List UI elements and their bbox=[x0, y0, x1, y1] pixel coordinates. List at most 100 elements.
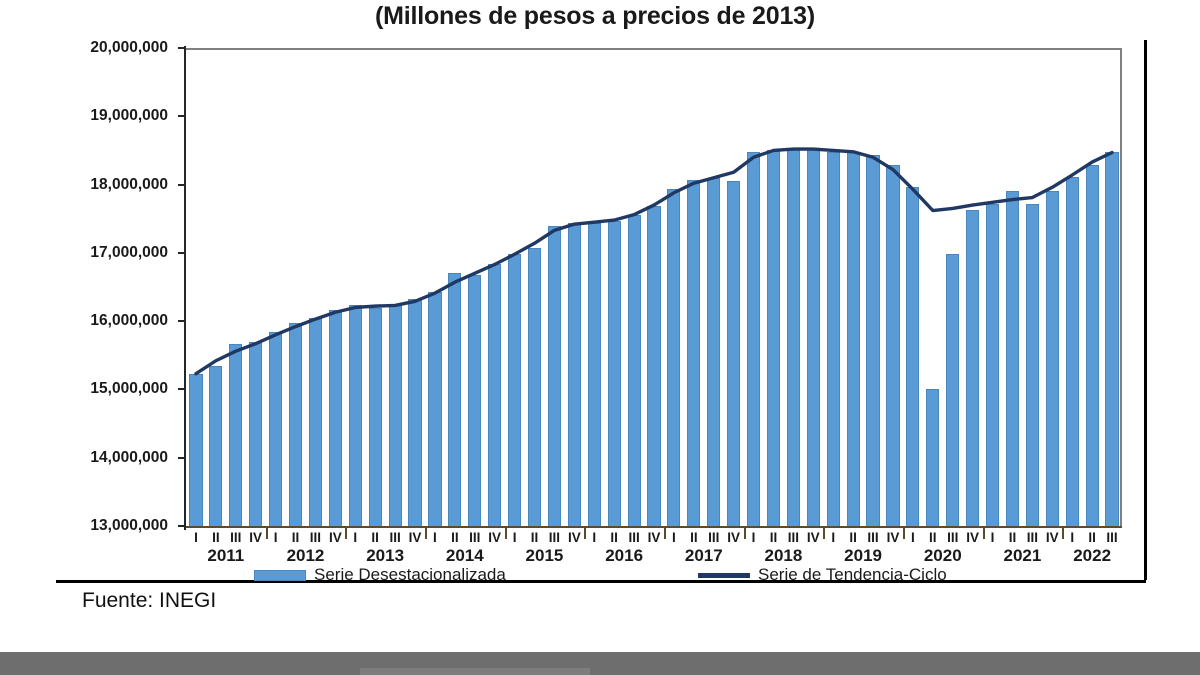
x-axis-quarter-label: I bbox=[194, 530, 198, 545]
y-axis-tick-label: 14,000,000 bbox=[90, 448, 168, 466]
x-axis-quarter-label: II bbox=[769, 530, 778, 545]
x-axis-quarter-label: I bbox=[512, 530, 517, 545]
bar-2021-ii bbox=[1005, 190, 1020, 526]
x-axis-year-separator bbox=[823, 528, 826, 539]
bar-2016-iv bbox=[647, 206, 661, 526]
legend-line-label: Serie de Tendencia-Ciclo bbox=[758, 565, 947, 584]
y-axis-tick-mark bbox=[178, 183, 186, 186]
bar-2017-ii bbox=[687, 180, 701, 526]
plot-right-border bbox=[1120, 48, 1122, 526]
x-axis-quarter-label: II bbox=[371, 530, 379, 545]
x-axis-quarter-label: II bbox=[451, 530, 459, 545]
x-axis-quarter-label: II bbox=[530, 530, 539, 545]
x-axis-year-separator bbox=[902, 528, 905, 539]
source-note: Fuente: INEGI bbox=[82, 589, 217, 612]
x-axis-quarter-label: III bbox=[708, 530, 720, 545]
x-axis-quarter-label: I bbox=[353, 530, 358, 545]
x-axis-quarter-label: III bbox=[548, 530, 561, 545]
y-axis-tick-mark bbox=[178, 47, 186, 49]
y-axis-tick-mark bbox=[178, 320, 186, 323]
bar-2017-iii bbox=[707, 177, 721, 526]
x-axis-quarter-label: IV bbox=[567, 530, 581, 545]
x-axis-year-separator bbox=[504, 528, 507, 539]
bar-2018-i bbox=[747, 152, 761, 526]
x-axis-quarter-label: III bbox=[469, 530, 481, 545]
x-axis-year-label-2022: 2022 bbox=[1073, 546, 1112, 565]
bar-2018-iii bbox=[786, 148, 800, 526]
bar-2013-iv bbox=[408, 298, 422, 526]
x-axis-year-label-2019: 2019 bbox=[844, 546, 883, 565]
bar-2020-i bbox=[906, 187, 920, 526]
y-axis-tick-mark bbox=[178, 115, 186, 118]
bar-2022-i bbox=[1065, 177, 1079, 526]
bottom-band-highlight bbox=[360, 668, 590, 675]
x-axis-year-label-2021: 2021 bbox=[1003, 546, 1042, 565]
x-axis-quarter-label: III bbox=[1106, 530, 1118, 545]
x-axis-quarter-label: II bbox=[929, 530, 937, 545]
x-axis-year-label-2016: 2016 bbox=[605, 546, 644, 565]
bar-2019-i bbox=[826, 152, 840, 526]
x-axis-quarter-label: III bbox=[389, 530, 401, 545]
x-axis-quarter-label: IV bbox=[408, 530, 422, 545]
bar-2016-iii bbox=[627, 214, 641, 526]
bar-2011-iii bbox=[229, 343, 243, 526]
y-axis-tick-label: 18,000,000 bbox=[90, 175, 168, 193]
x-axis-year-label-2017: 2017 bbox=[684, 546, 723, 565]
x-axis-quarter-label: I bbox=[273, 530, 278, 545]
outer-frame-bottom-rule bbox=[56, 580, 1146, 583]
x-axis-quarter-label: I bbox=[433, 530, 437, 545]
x-axis-quarter-label: IV bbox=[727, 530, 741, 545]
bar-2015-iv bbox=[567, 222, 581, 526]
y-axis-tick-label: 16,000,000 bbox=[90, 312, 168, 330]
x-axis-quarter-label: I bbox=[1070, 530, 1075, 545]
page-title: (Millones de pesos a precios de 2013) bbox=[375, 2, 815, 30]
legend-line-swatch-icon bbox=[698, 572, 750, 578]
legend-item-serie-desestacionalizada: Serie Desestacionalizada bbox=[254, 565, 506, 585]
bar-series-layer bbox=[186, 48, 1122, 526]
bar-2013-iii bbox=[388, 304, 402, 526]
x-axis-year-label-2012: 2012 bbox=[286, 546, 325, 565]
bar-2012-iii bbox=[308, 317, 322, 526]
x-axis-quarter-label: IV bbox=[966, 530, 980, 545]
x-axis-quarter-label: II bbox=[212, 530, 220, 545]
y-axis-tick-label: 20,000,000 bbox=[90, 39, 168, 56]
x-axis-year-label-2015: 2015 bbox=[525, 546, 564, 565]
y-axis-tick-label: 19,000,000 bbox=[90, 107, 168, 125]
x-axis-year-separator bbox=[663, 528, 666, 539]
x-axis-year-label-2018: 2018 bbox=[764, 546, 803, 565]
y-axis-tick-label: 17,000,000 bbox=[90, 243, 168, 261]
bar-2018-iv bbox=[806, 149, 820, 526]
x-axis-quarter-label: III bbox=[787, 530, 800, 545]
x-axis-year-label-2014: 2014 bbox=[445, 546, 484, 565]
x-axis-quarter-label: III bbox=[867, 530, 879, 545]
legend-bar-label: Serie Desestacionalizada bbox=[314, 565, 506, 584]
x-axis-quarter-label: IV bbox=[886, 530, 900, 545]
bar-2019-ii bbox=[846, 152, 860, 526]
chart-legend: Serie Desestacionalizada Serie de Tenden… bbox=[186, 565, 1122, 587]
bar-2021-i bbox=[985, 203, 1000, 526]
y-axis-tick-mark bbox=[178, 456, 186, 459]
outer-frame-right-border bbox=[1144, 40, 1147, 580]
bar-2014-iii bbox=[468, 275, 482, 526]
x-axis-year-separator bbox=[345, 528, 348, 539]
y-axis-tick-label: 15,000,000 bbox=[90, 380, 168, 398]
x-axis-quarter-label: I bbox=[911, 530, 915, 545]
bar-2011-i bbox=[189, 374, 203, 526]
x-axis-quarter-label: IV bbox=[488, 530, 502, 545]
y-axis-tick-label: 13,000,000 bbox=[90, 517, 168, 534]
y-axis-tick-mark bbox=[178, 388, 186, 391]
x-axis-quarter-label: III bbox=[230, 530, 242, 545]
x-axis-line bbox=[186, 526, 1122, 528]
x-axis-quarter-label: IV bbox=[1045, 530, 1059, 545]
bar-2020-iii bbox=[946, 254, 960, 526]
bar-2020-ii bbox=[926, 389, 940, 526]
x-axis-quarter-label: I bbox=[592, 530, 597, 545]
bar-2014-iv bbox=[488, 263, 502, 526]
x-axis-quarter-label: III bbox=[1026, 530, 1039, 545]
bar-2015-iii bbox=[547, 225, 561, 526]
bar-2012-i bbox=[269, 332, 283, 526]
y-axis-tick-mark bbox=[178, 251, 186, 254]
bar-2015-i bbox=[508, 253, 522, 526]
bar-2013-i bbox=[348, 305, 362, 526]
